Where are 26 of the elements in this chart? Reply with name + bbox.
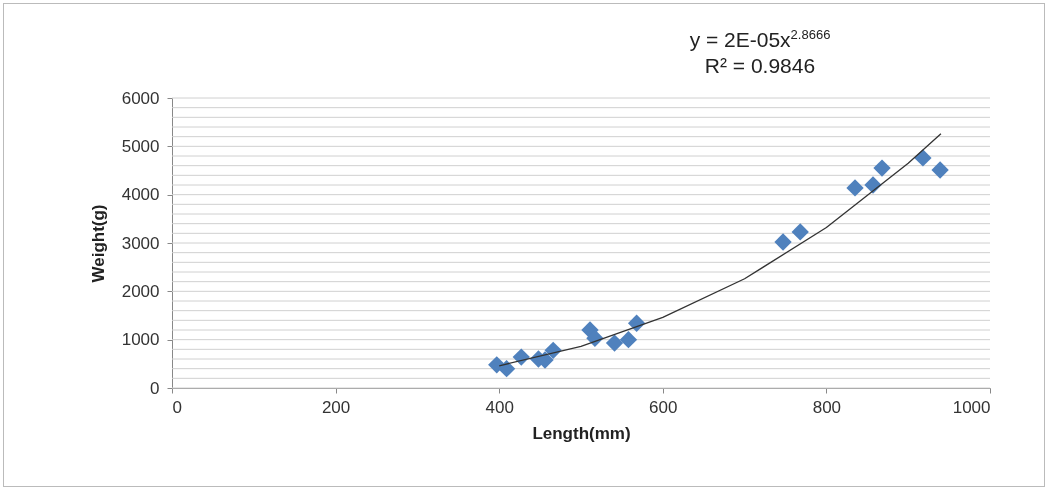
point [605, 334, 624, 352]
point [774, 233, 792, 251]
y-tick-label: 6000 [121, 88, 160, 108]
y-axis-title: Weight(g) [88, 204, 108, 283]
y-tick-label: 4000 [121, 185, 160, 205]
y-tick-label: 1000 [121, 330, 160, 350]
y-tick-label: 0 [150, 378, 160, 398]
point [627, 314, 646, 332]
x-tick-label: 600 [649, 397, 678, 417]
x-tick-label: 400 [485, 397, 514, 417]
x-axis-title: Length(mm) [532, 423, 631, 443]
point [512, 348, 530, 366]
y-tick-label: 5000 [121, 136, 160, 156]
point [791, 223, 809, 241]
x-tick-label: 200 [321, 397, 351, 417]
point [931, 161, 949, 179]
x-tick-label: 1000 [952, 397, 991, 417]
point [873, 159, 891, 177]
x-tick-label: 800 [812, 397, 842, 417]
text: y = 2E-05x$^{2.8666}$ [688, 26, 832, 53]
point [846, 179, 864, 197]
point [619, 331, 638, 349]
x-tick-label: 0 [172, 397, 182, 417]
y-tick-label: 2000 [121, 281, 160, 301]
y-tick-label: 3000 [121, 233, 160, 253]
text: R² = 0.9846 [703, 53, 817, 79]
